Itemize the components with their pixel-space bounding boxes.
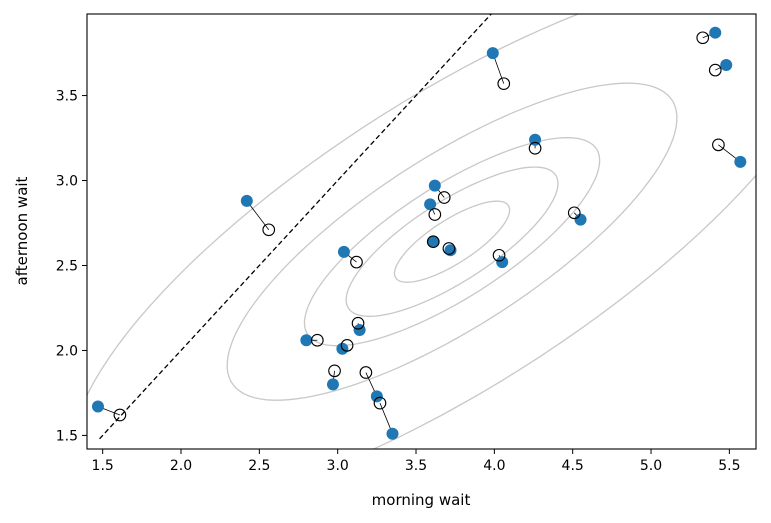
x-tick-label-4: 3.0	[327, 458, 349, 474]
estimated-point-4	[328, 364, 341, 378]
observed-point-13	[444, 244, 457, 257]
observed-point-19	[720, 58, 733, 71]
observed-point-10	[424, 198, 437, 211]
observed-point-9	[386, 427, 399, 440]
x-tick-label-6: 4.0	[483, 458, 505, 474]
x-tick-label-8: 5.0	[640, 458, 662, 474]
contour-3	[303, 137, 601, 347]
estimated-point-5	[340, 338, 354, 352]
observed-point-11	[427, 235, 440, 248]
estimated-point-3	[310, 333, 324, 347]
y-axis: 1.5 2.0 2.5 3.0 3.5	[56, 89, 87, 444]
x-tick-label-3: 2.5	[248, 458, 270, 474]
x-tick-label-1: 1.5	[92, 458, 114, 474]
x-axis-label: morning wait	[372, 491, 471, 509]
identity-line	[99, 14, 492, 440]
estimated-point-8	[359, 366, 373, 379]
estimated-point-11	[426, 235, 440, 249]
estimated-point-10	[428, 208, 442, 221]
estimated-point-7	[351, 316, 365, 330]
observed-point-20	[734, 155, 747, 168]
estimated-point-19	[708, 63, 722, 77]
estimated-point-6	[350, 255, 363, 269]
contour-1	[393, 200, 511, 283]
estimated-point-13	[442, 242, 456, 255]
x-tick-label-9: 5.5	[718, 458, 740, 474]
estimated-point-18	[696, 31, 710, 45]
observed-point-17	[574, 213, 587, 226]
estimated-point-12	[437, 191, 451, 204]
contour-4	[226, 82, 678, 401]
observed-points	[91, 26, 747, 440]
contour-5	[87, 14, 756, 449]
observed-point-1	[91, 400, 104, 413]
y-tick-label-4: 3.0	[56, 174, 78, 190]
x-tick-label-2: 2.0	[170, 458, 192, 474]
observed-point-18	[709, 26, 722, 39]
x-tick-label-7: 4.5	[562, 458, 584, 474]
contour-2	[345, 166, 559, 317]
plot-frame	[86, 13, 757, 450]
estimated-point-9	[373, 396, 387, 410]
estimated-point-14	[497, 77, 511, 91]
estimated-point-2	[262, 223, 276, 237]
estimated-point-20	[712, 138, 725, 152]
density-contours	[87, 14, 756, 449]
observed-point-6	[337, 245, 350, 258]
y-tick-label-3: 2.5	[56, 258, 78, 274]
observed-point-4	[326, 378, 339, 391]
estimated-point-17	[567, 206, 581, 220]
x-axis: 1.5 2.0 2.5 3.0 3.5 4.0 4.5 5.0 5.5	[92, 449, 740, 474]
observed-point-8	[370, 390, 383, 403]
y-tick-label-1: 1.5	[56, 428, 78, 444]
estimated-point-16	[528, 141, 542, 155]
observed-point-12	[428, 179, 441, 192]
observed-point-15	[496, 256, 509, 269]
observed-point-2	[240, 194, 253, 207]
x-tick-label-5: 3.5	[405, 458, 427, 474]
y-tick-label-5: 3.5	[56, 89, 78, 105]
estimated-point-15	[492, 248, 506, 262]
observed-point-14	[486, 47, 499, 60]
observed-point-3	[300, 334, 313, 347]
estimated-point-1	[113, 408, 127, 422]
y-axis-label: afternoon wait	[13, 176, 31, 285]
y-tick-label-2: 2.0	[56, 343, 78, 359]
identity-line-layer	[99, 14, 492, 440]
estimated-points	[113, 31, 725, 422]
